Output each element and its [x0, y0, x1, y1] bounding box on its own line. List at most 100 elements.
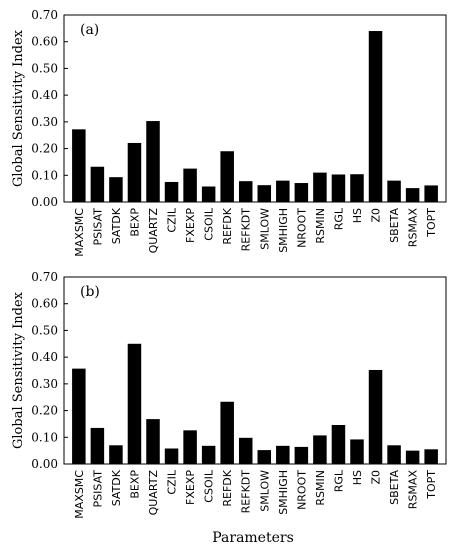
x-tick-label: RSMIN	[314, 208, 327, 244]
x-tick-label: REFKDT	[240, 470, 253, 514]
x-tick-label: SMHIGH	[277, 208, 290, 253]
y-tick-label: 0.70	[31, 8, 58, 22]
bar-z0	[368, 31, 383, 203]
y-tick-label: 0.30	[31, 115, 58, 129]
bar-rsmax	[405, 188, 420, 202]
y-tick-label: 0.60	[31, 297, 58, 311]
x-tick-label: MAXSMC	[73, 208, 86, 257]
bar-quartz	[146, 419, 160, 464]
bar-hs	[350, 174, 364, 202]
bar-rsmax	[405, 450, 420, 464]
x-tick-label: Z0	[370, 470, 383, 485]
bar-z0	[368, 369, 383, 464]
bar-satdk	[109, 177, 123, 202]
x-tick-label: PSISAT	[91, 470, 104, 508]
bar-maxsmc	[72, 368, 86, 464]
bar-nroot	[294, 446, 309, 464]
bar-topt	[424, 449, 438, 464]
x-tick-label: BEXP	[128, 208, 141, 237]
x-tick-label: TOPT	[425, 470, 438, 500]
x-tick-label: RGL	[332, 469, 345, 492]
x-tick-label: HS	[351, 470, 364, 485]
y-tick-label: 0.20	[31, 404, 58, 418]
bar-bexp	[127, 343, 142, 464]
y-tick-label: 0.10	[31, 168, 58, 182]
x-tick-label: NROOT	[295, 208, 308, 248]
bar-csoil	[201, 186, 216, 202]
bar-maxsmc	[72, 129, 86, 202]
bar-refdk	[220, 401, 234, 464]
chart-panel-b: 0.00 0.10 0.20 0.30 0.40 0.50 0.60 0.70 Global S…	[11, 270, 447, 519]
bar-smlow	[257, 185, 272, 202]
x-tick-label: TOPT	[425, 208, 438, 238]
y-tick-label: 0.40	[31, 88, 58, 102]
x-tick-label: SMLOW	[258, 208, 271, 250]
bar-smhigh	[276, 180, 290, 202]
bar-bexp	[127, 142, 142, 202]
bar-czil	[164, 181, 179, 202]
bar-topt	[424, 185, 438, 202]
x-tick-label: RSMAX	[407, 470, 420, 510]
bar-hs	[350, 439, 364, 464]
x-tick-label: CSOIL	[203, 207, 216, 241]
y-tick-label: 0.20	[31, 142, 58, 156]
x-tick-label: SATDK	[110, 207, 123, 244]
bar-czil	[164, 448, 179, 464]
bar-csoil	[201, 445, 216, 464]
x-tick-label: BEXP	[128, 470, 141, 499]
y-tick-label: 0.10	[31, 430, 58, 444]
bar-fxexp	[183, 430, 197, 464]
y-tick-label: 0.00	[31, 195, 58, 209]
x-tick-label: PSISAT	[91, 208, 104, 246]
bar-rsmin	[313, 435, 327, 464]
bar-refkdt	[238, 181, 253, 202]
bar-quartz	[146, 121, 160, 202]
chart-panel-a: 0.00 0.10 0.20 0.30 0.40 0.50 0.60 0.70 Global S…	[11, 8, 447, 257]
x-tick-label: SATDK	[110, 469, 123, 506]
y-tick-label: 0.50	[31, 323, 58, 337]
x-tick-label: REFKDT	[240, 208, 253, 252]
bar-rsmin	[313, 172, 327, 202]
x-tick-label: HS	[351, 208, 364, 223]
y-axis-title-b: Global Sensitivity Index	[11, 291, 26, 449]
x-tick-label: REFDK	[221, 207, 234, 244]
y-tick-label: 0.30	[31, 377, 58, 391]
bar-rgl	[331, 174, 346, 202]
x-tick-label: SMHIGH	[277, 470, 290, 515]
panel-label-a: (a)	[80, 22, 99, 38]
y-tick-label: 0.70	[31, 270, 58, 284]
x-tick-label: RSMIN	[314, 470, 327, 506]
x-tick-label: Z0	[370, 208, 383, 223]
y-tick-label: 0.40	[31, 350, 58, 364]
y-tick-label: 0.00	[31, 457, 58, 471]
y-tick-label: 0.60	[31, 35, 58, 49]
x-tick-label: QUARTZ	[147, 470, 160, 516]
panel-label-b: (b)	[80, 284, 100, 300]
bar-nroot	[294, 183, 309, 202]
x-tick-label: CZIL	[166, 469, 179, 494]
bar-sbeta	[387, 445, 401, 464]
x-tick-label: SMLOW	[258, 470, 271, 512]
x-tick-label: CSOIL	[203, 469, 216, 503]
bar-refkdt	[238, 437, 253, 464]
x-tick-label: RGL	[332, 207, 345, 230]
bar-sbeta	[387, 180, 401, 202]
x-tick-label: SBETA	[388, 208, 401, 243]
x-tick-label: REFDK	[221, 469, 234, 506]
x-axis-title: Parameters	[212, 530, 294, 546]
bar-smhigh	[276, 445, 290, 464]
plot-frame-b	[63, 276, 447, 465]
bar-satdk	[109, 445, 123, 464]
bar-psisat	[90, 166, 105, 202]
bar-smlow	[257, 450, 272, 464]
x-tick-label: CZIL	[166, 207, 179, 232]
y-tick-label: 0.50	[31, 61, 58, 75]
bar-fxexp	[183, 168, 197, 202]
bar-refdk	[220, 151, 234, 202]
x-tick-label: FXEXP	[184, 208, 197, 243]
y-axis-title-a: Global Sensitivity Index	[11, 29, 26, 187]
bar-psisat	[90, 427, 105, 464]
plot-frame-a	[63, 14, 447, 203]
x-tick-label: NROOT	[295, 470, 308, 510]
